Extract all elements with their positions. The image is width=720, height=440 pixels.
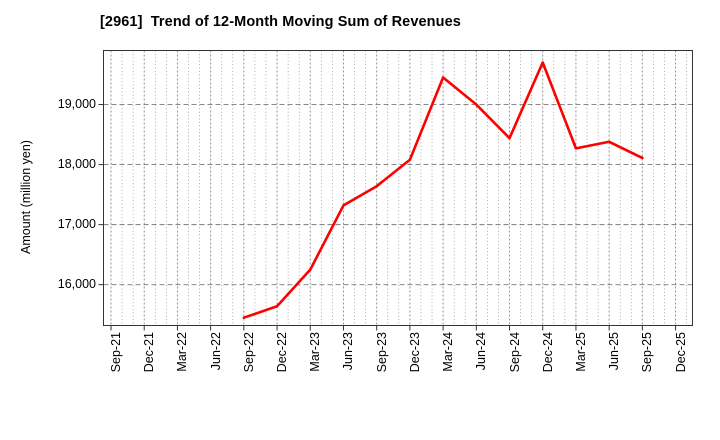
y-tick-label: 18,000 <box>57 156 96 171</box>
plot-frame <box>103 50 693 326</box>
page-title: [2961] Trend of 12-Month Moving Sum of R… <box>100 14 461 30</box>
y-tick-marks <box>98 104 104 286</box>
revenue-trend-line <box>242 61 644 319</box>
y-tick-label: 19,000 <box>57 96 96 111</box>
x-tick-marks <box>110 325 677 331</box>
horizontal-gridlines <box>103 104 693 286</box>
vertical-gridlines <box>110 50 687 326</box>
y-axis-tick-labels: 16,000 17,000 18,000 19,000 <box>0 0 96 440</box>
y-tick-label: 16,000 <box>57 276 96 291</box>
y-tick-label: 17,000 <box>57 216 96 231</box>
